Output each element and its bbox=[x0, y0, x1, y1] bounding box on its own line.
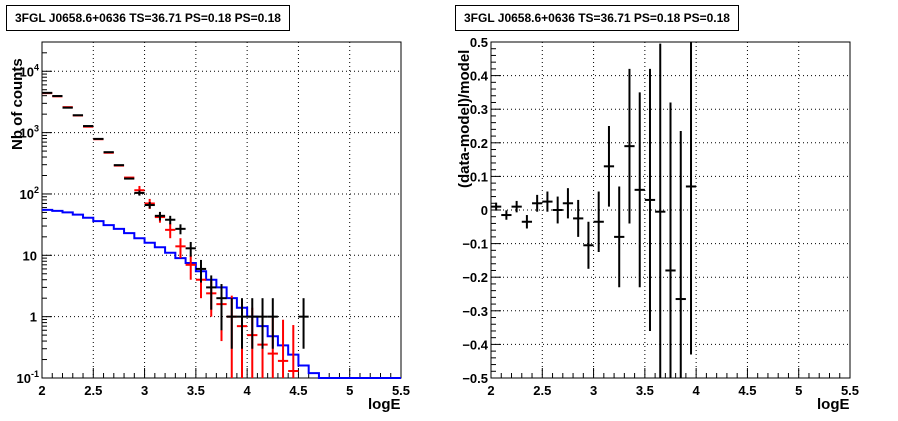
residual-point bbox=[542, 191, 553, 212]
y-axis-title: Nb of counts bbox=[9, 58, 26, 150]
data-point bbox=[195, 259, 207, 283]
data-point bbox=[226, 298, 237, 349]
data-point bbox=[267, 298, 278, 349]
x-tick-label: 4 bbox=[244, 383, 252, 398]
residual-point bbox=[603, 126, 615, 207]
data-point bbox=[216, 284, 227, 331]
data-point bbox=[206, 275, 217, 310]
residual-point bbox=[655, 43, 666, 378]
y-tick-label: 104 bbox=[20, 62, 39, 79]
counts-plot: 2 2.5 3 3.5 4 4.5 5 5.5 10-1 1 10 102 103 104 bbox=[17, 41, 410, 398]
x-tick-label: 5.5 bbox=[392, 383, 410, 398]
y-tick-label: 0 bbox=[481, 203, 488, 218]
right-chart-panel: 2 2.5 3 3.5 4 4.5 5 5.5 −0.5 −0.4 −0.3 −0.2 −0.1 0 0.1… bbox=[449, 0, 898, 421]
residual-point bbox=[624, 68, 635, 224]
y-tick-label: −0.4 bbox=[462, 337, 488, 352]
y-tick-label: −0.5 bbox=[462, 371, 488, 386]
data-point bbox=[298, 298, 309, 349]
data-point bbox=[185, 241, 196, 257]
chart-title: 3FGL J0658.6+0636 TS=36.71 PS=0.18 PS=0.… bbox=[455, 5, 739, 31]
y-tick-label: −0.3 bbox=[462, 304, 488, 319]
y-tick-label: 10 bbox=[23, 248, 37, 263]
model-point bbox=[277, 319, 289, 378]
x-tick-label: 5.5 bbox=[841, 383, 859, 398]
x-tick-label: 2 bbox=[38, 383, 45, 398]
y-tick-label: −0.1 bbox=[462, 237, 488, 252]
residual-point bbox=[552, 196, 563, 224]
x-tick-label: 3.5 bbox=[636, 383, 654, 398]
x-tick-label: 3.5 bbox=[187, 383, 205, 398]
residual-point bbox=[675, 131, 686, 378]
residual-point bbox=[521, 215, 533, 229]
x-axis-title: logE bbox=[368, 396, 401, 413]
y-tick-label: 0.2 bbox=[470, 136, 488, 151]
x-axis-title: logE bbox=[817, 396, 850, 413]
y-axis-title: (data-model)/model bbox=[456, 49, 473, 188]
y-tick-label: 10-1 bbox=[17, 369, 39, 386]
residual-point bbox=[634, 92, 645, 288]
model-point bbox=[185, 255, 196, 280]
x-tick-label: 2 bbox=[487, 383, 494, 398]
data-point bbox=[257, 298, 268, 349]
y-tick-label: 1 bbox=[30, 310, 37, 325]
residual-point bbox=[644, 68, 656, 331]
residual-point bbox=[593, 191, 604, 252]
y-tick-label: −0.2 bbox=[462, 270, 488, 285]
residual-point bbox=[573, 199, 584, 237]
data-point bbox=[134, 190, 145, 196]
y-tick-label: 0.4 bbox=[470, 69, 489, 84]
residual-point bbox=[532, 194, 543, 212]
model-point bbox=[288, 325, 299, 378]
residual-point bbox=[511, 200, 522, 213]
x-tick-label: 2.5 bbox=[84, 383, 102, 398]
data-point bbox=[236, 298, 248, 349]
x-tick-label: 3 bbox=[590, 383, 597, 398]
model-point bbox=[175, 238, 186, 259]
data-point bbox=[165, 215, 176, 225]
x-tick-label: 5 bbox=[346, 383, 353, 398]
chart-title: 3FGL J0658.6+0636 TS=36.71 PS=0.18 PS=0.… bbox=[6, 5, 290, 31]
y-tick-label: 0.1 bbox=[470, 169, 488, 184]
residual-point bbox=[685, 42, 697, 355]
data-point bbox=[175, 224, 186, 235]
data-point bbox=[247, 298, 258, 349]
residual-point bbox=[501, 210, 512, 220]
y-tick-label: 0.3 bbox=[470, 102, 488, 117]
y-tick-label: 103 bbox=[20, 124, 39, 141]
model-histogram-line bbox=[42, 208, 401, 379]
left-chart-panel: 2 2.5 3 3.5 4 4.5 5 5.5 10-1 1 10 102 103 104 3FGL J0… bbox=[6, 5, 410, 413]
residual-point bbox=[562, 188, 574, 219]
x-tick-label: 3 bbox=[141, 383, 148, 398]
data-point bbox=[144, 201, 155, 209]
residual-point bbox=[491, 202, 502, 211]
y-tick-label: 102 bbox=[20, 185, 39, 202]
y-tick-label: 0.5 bbox=[470, 35, 488, 50]
data-point bbox=[154, 211, 166, 221]
x-tick-label: 4.5 bbox=[738, 383, 756, 398]
x-tick-label: 2.5 bbox=[533, 383, 551, 398]
residual-point bbox=[583, 221, 594, 269]
model-point bbox=[165, 223, 176, 239]
residual-point bbox=[665, 102, 676, 378]
residual-point bbox=[614, 186, 625, 288]
x-tick-label: 4 bbox=[693, 383, 701, 398]
x-tick-label: 4.5 bbox=[289, 383, 307, 398]
residual-plot: 2 2.5 3 3.5 4 4.5 5 5.5 −0.5 −0.4 −0.3 −0.2 −0.1 0 0.1… bbox=[462, 35, 859, 398]
x-tick-label: 5 bbox=[795, 383, 802, 398]
